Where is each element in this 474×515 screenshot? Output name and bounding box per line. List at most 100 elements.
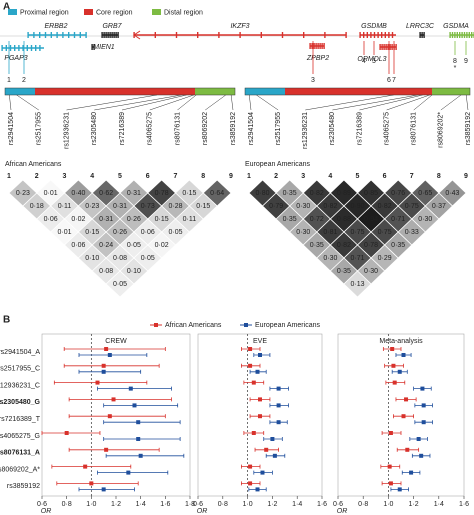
point-estimate <box>248 363 253 368</box>
ld-number: 6 <box>146 173 150 180</box>
exon <box>456 32 458 38</box>
x-tick-label: 1·0 <box>383 501 393 508</box>
ld-value: 0·15 <box>85 229 99 236</box>
exon <box>321 43 323 49</box>
exon <box>313 43 315 49</box>
exon <box>197 32 199 38</box>
ld-value: 0·37 <box>432 203 446 210</box>
ld-value: 0·82 <box>323 203 337 210</box>
exon <box>39 45 41 51</box>
ld-value: 0·30 <box>364 268 378 275</box>
gene-label: GSDMA <box>443 23 469 30</box>
x-tick-label: 1·4 <box>136 501 146 508</box>
ld-value: 0·10 <box>85 255 99 262</box>
legend-label: European Americans <box>255 322 320 329</box>
ld-value: 0·30 <box>296 229 310 236</box>
legend-swatch <box>84 9 93 15</box>
ld-value: 0·35 <box>283 190 297 197</box>
ld-title: European Americans <box>245 161 310 168</box>
snp-id: rs2941504 <box>248 112 255 145</box>
point-estimate <box>126 470 131 475</box>
row-label: rs4065275_G <box>0 433 40 440</box>
point-estimate <box>89 481 94 486</box>
ld-value: 0·11 <box>183 216 197 223</box>
exon <box>381 32 383 38</box>
snp-id: rs2517955 <box>275 112 282 145</box>
ld-value: 0·08 <box>99 268 113 275</box>
point-estimate <box>258 397 262 402</box>
snp-id: rs4065275 <box>383 112 390 145</box>
point-estimate <box>276 420 281 425</box>
point-estimate <box>409 470 414 475</box>
ld-value: 0·05 <box>141 255 155 262</box>
ld-number: 9 <box>229 173 233 180</box>
snp-connector <box>149 94 194 111</box>
point-estimate <box>101 363 106 368</box>
chart-title: CREW <box>105 338 127 345</box>
ld-value: 0·31 <box>99 216 113 223</box>
exon <box>91 44 93 50</box>
ld-value: 0·31 <box>113 203 127 210</box>
region-bar-outline <box>4 87 236 96</box>
exon <box>56 32 58 38</box>
point-estimate <box>248 347 253 351</box>
gene-label: GSDMB <box>361 23 387 30</box>
exon <box>366 32 368 38</box>
ld-number: 1 <box>7 173 11 180</box>
legend-marker <box>154 323 158 327</box>
snp-number: 3 <box>311 77 315 84</box>
snp-connector <box>177 94 197 111</box>
snp-id: rs2517955 <box>36 112 43 145</box>
point-estimate <box>258 414 262 419</box>
snp-id: rs3859192 <box>465 112 472 145</box>
exon <box>384 32 386 38</box>
exon <box>218 32 220 38</box>
x-axis-label: OR <box>197 508 208 515</box>
ld-value: 0·40 <box>71 190 85 197</box>
exon <box>387 44 389 50</box>
gene-label: ZPBP2 <box>306 55 329 62</box>
point-estimate <box>101 369 106 374</box>
exon <box>421 32 423 38</box>
exon <box>14 45 16 51</box>
ld-value: 0·82 <box>310 190 324 197</box>
exon <box>105 32 107 38</box>
exon <box>93 44 95 50</box>
x-tick-label: 1·6 <box>459 501 469 508</box>
x-tick-label: 1·2 <box>409 501 419 508</box>
point-estimate <box>276 403 281 408</box>
region-bar <box>5 88 35 95</box>
point-estimate <box>136 420 141 425</box>
point-estimate <box>107 353 112 357</box>
ld-value: 0·02 <box>155 242 169 249</box>
exon <box>30 45 33 51</box>
row-label: rs2941504_A <box>0 349 40 356</box>
ld-value: 0·02 <box>71 216 85 223</box>
ld-number: 1 <box>247 173 251 180</box>
row-label: rs8076131_A <box>0 450 40 457</box>
snp-id: rs2305480 <box>91 112 98 145</box>
point-estimate <box>388 481 393 486</box>
point-estimate <box>248 464 253 469</box>
snp-connector <box>94 94 182 111</box>
snp-connector <box>121 94 187 111</box>
x-tick-label: 0·6 <box>37 501 47 508</box>
ld-value: 0·31 <box>127 190 141 197</box>
x-tick-label: 0·8 <box>62 501 72 508</box>
exon <box>33 32 35 38</box>
point-estimate <box>264 447 269 452</box>
ld-number: 3 <box>301 173 305 180</box>
exon <box>27 32 29 38</box>
ld-value: 0·28 <box>168 203 182 210</box>
ld-number: 7 <box>410 173 414 180</box>
snp-number: 2 <box>22 77 26 84</box>
x-tick-label: 1·4 <box>434 501 444 508</box>
point-estimate <box>401 353 406 357</box>
point-estimate <box>404 397 409 402</box>
point-estimate <box>132 403 137 408</box>
point-estimate <box>255 487 260 492</box>
ld-number: 4 <box>90 173 94 180</box>
exon <box>345 32 347 38</box>
gene-label: ERBB2 <box>45 23 68 30</box>
snp-id: rs8076131 <box>174 112 181 145</box>
